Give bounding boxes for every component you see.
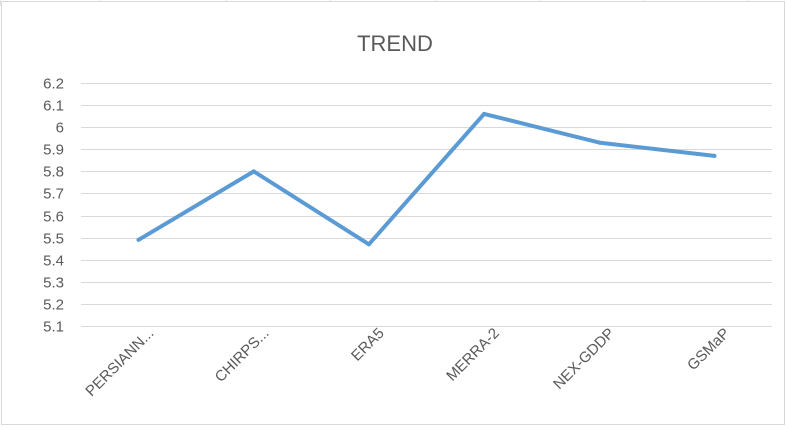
y-tick-label: 5.8 (43, 164, 64, 181)
y-tick-label: 6.1 (43, 98, 64, 115)
chart-title: TREND (357, 31, 433, 56)
data-point[interactable] (251, 169, 256, 174)
y-tick-label: 5.7 (43, 186, 64, 203)
data-point[interactable] (597, 140, 602, 145)
x-tick-label: CHIRPS... (212, 325, 273, 386)
series-line-0[interactable] (136, 111, 717, 247)
x-axis-ticks: PERSIANN... CHIRPS... ERA5 MERRA-2 NEX-GDDP G… (82, 325, 733, 400)
y-tick-label: 5.2 (43, 297, 64, 314)
data-point[interactable] (482, 111, 487, 116)
x-tick-label: ERA5 (348, 325, 388, 365)
x-tick-label: GSMaP (684, 325, 733, 374)
y-tick-label: 5.3 (43, 275, 64, 292)
gridlines (81, 83, 772, 327)
y-tick-label: 5.5 (43, 231, 64, 248)
x-tick-label: NEX-GDDP (550, 325, 618, 393)
x-tick-label: PERSIANN... (82, 325, 157, 400)
y-tick-label: 6.2 (43, 76, 64, 93)
series-layer (136, 111, 717, 247)
y-tick-label: 5.9 (43, 142, 64, 159)
x-tick-label: MERRA-2 (443, 325, 503, 385)
data-point[interactable] (366, 242, 371, 247)
y-tick-label: 5.4 (43, 253, 64, 270)
data-point[interactable] (136, 237, 141, 242)
data-point[interactable] (712, 153, 717, 158)
y-tick-label: 5.6 (43, 209, 64, 226)
y-tick-label: 5.1 (43, 319, 64, 336)
y-axis-ticks: 6.2 6.1 6 5.9 5.8 5.7 5.6 5.5 5.4 5.3 5.2 5.1 (43, 76, 64, 336)
y-tick-label: 6 (56, 120, 64, 137)
